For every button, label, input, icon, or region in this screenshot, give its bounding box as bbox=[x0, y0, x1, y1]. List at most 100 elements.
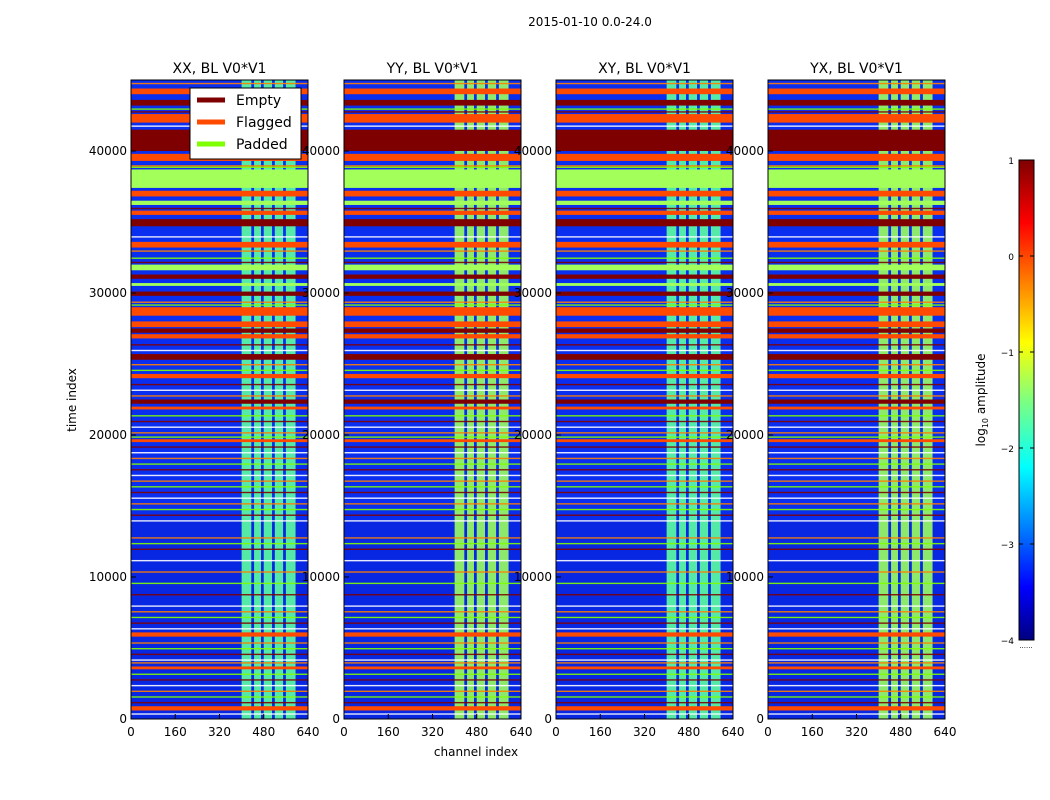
time-line bbox=[768, 383, 945, 386]
flagged-band bbox=[556, 241, 733, 248]
y-tick-label: 10000 bbox=[89, 570, 127, 584]
empty-band bbox=[131, 399, 308, 404]
y-tick-label: 10000 bbox=[302, 570, 340, 584]
time-line bbox=[556, 537, 733, 539]
x-tick-label: 0 bbox=[127, 725, 135, 739]
time-line bbox=[131, 605, 308, 607]
time-line bbox=[556, 690, 733, 692]
time-line bbox=[131, 301, 308, 303]
time-line bbox=[556, 261, 733, 264]
time-line bbox=[344, 432, 521, 434]
time-line bbox=[768, 684, 945, 687]
flagged-band bbox=[768, 190, 945, 197]
flagged-band bbox=[131, 334, 308, 339]
flagged-band bbox=[344, 210, 521, 215]
flagged-band bbox=[768, 307, 945, 316]
time-line bbox=[768, 616, 945, 619]
padded-band bbox=[131, 169, 308, 188]
x-tick-label: 160 bbox=[589, 725, 612, 739]
time-line bbox=[768, 469, 945, 471]
flagged-band bbox=[344, 706, 521, 711]
time-line bbox=[131, 463, 308, 465]
time-line bbox=[344, 571, 521, 573]
time-line bbox=[768, 474, 945, 477]
x-tick-label: 320 bbox=[633, 725, 656, 739]
time-line bbox=[556, 426, 733, 428]
time-line bbox=[131, 236, 308, 238]
time-line bbox=[344, 696, 521, 698]
time-line bbox=[131, 701, 308, 704]
time-line bbox=[556, 696, 733, 698]
x-tick-label: 320 bbox=[845, 725, 868, 739]
time-line bbox=[768, 622, 945, 624]
flagged-band bbox=[131, 210, 308, 215]
time-line bbox=[344, 446, 521, 448]
empty-band bbox=[344, 274, 521, 279]
time-line bbox=[556, 82, 733, 85]
y-tick-label: 0 bbox=[119, 712, 127, 726]
time-line bbox=[556, 369, 733, 372]
time-line bbox=[556, 616, 733, 619]
flagged-band bbox=[556, 114, 733, 123]
empty-band bbox=[768, 99, 945, 106]
time-line bbox=[556, 653, 733, 656]
y-tick-label: 0 bbox=[756, 712, 764, 726]
time-line bbox=[556, 436, 733, 438]
legend: Empty Flagged Padded bbox=[189, 87, 302, 160]
time-line bbox=[344, 426, 521, 428]
time-line bbox=[131, 304, 308, 306]
time-line bbox=[768, 571, 945, 573]
y-tick-label: 30000 bbox=[89, 286, 127, 300]
colorbar-tick-label: −4 bbox=[1001, 637, 1015, 647]
empty-band bbox=[344, 399, 521, 404]
colorbar-tick-label: 0 bbox=[1008, 253, 1014, 263]
flagged-band bbox=[768, 241, 945, 248]
flagged-band bbox=[344, 666, 521, 670]
time-line bbox=[768, 537, 945, 539]
time-line bbox=[768, 344, 945, 346]
flagged-band bbox=[344, 190, 521, 197]
flagged-band bbox=[556, 153, 733, 161]
time-line bbox=[768, 679, 945, 681]
time-line bbox=[131, 446, 308, 448]
time-line bbox=[344, 364, 521, 366]
y-tick-label: 30000 bbox=[302, 286, 340, 300]
time-line bbox=[131, 369, 308, 372]
time-line bbox=[768, 364, 945, 366]
flagged-band bbox=[768, 666, 945, 670]
time-line bbox=[556, 165, 733, 167]
time-line bbox=[344, 548, 521, 550]
time-line bbox=[556, 628, 733, 630]
time-line bbox=[344, 369, 521, 372]
time-line bbox=[768, 436, 945, 438]
time-line bbox=[556, 420, 733, 423]
time-line bbox=[131, 673, 308, 675]
x-tick-label: 160 bbox=[377, 725, 400, 739]
time-line bbox=[344, 469, 521, 471]
empty-band bbox=[556, 291, 733, 296]
y-tick-label: 40000 bbox=[89, 144, 127, 158]
flagged-band bbox=[556, 321, 733, 328]
time-line bbox=[131, 611, 308, 613]
colorbar-label: log10 amplitude bbox=[974, 354, 990, 447]
time-line bbox=[344, 457, 521, 460]
padded-band bbox=[768, 200, 945, 205]
flagged-band bbox=[768, 439, 945, 443]
time-line bbox=[556, 395, 733, 397]
time-line bbox=[344, 673, 521, 675]
empty-band bbox=[131, 274, 308, 279]
time-line bbox=[768, 701, 945, 704]
time-line bbox=[556, 642, 733, 644]
time-line bbox=[556, 559, 733, 562]
y-tick-label: 20000 bbox=[302, 428, 340, 442]
padded-band bbox=[131, 264, 308, 271]
figure-suptitle: 2015-01-10 0.0-24.0 bbox=[528, 15, 652, 29]
time-line bbox=[131, 508, 308, 511]
time-line bbox=[344, 389, 521, 391]
time-line bbox=[768, 257, 945, 259]
time-line bbox=[556, 250, 733, 252]
time-line bbox=[768, 611, 945, 613]
flagged-band bbox=[344, 153, 521, 161]
x-tick-label: 480 bbox=[889, 725, 912, 739]
time-line bbox=[131, 662, 308, 664]
